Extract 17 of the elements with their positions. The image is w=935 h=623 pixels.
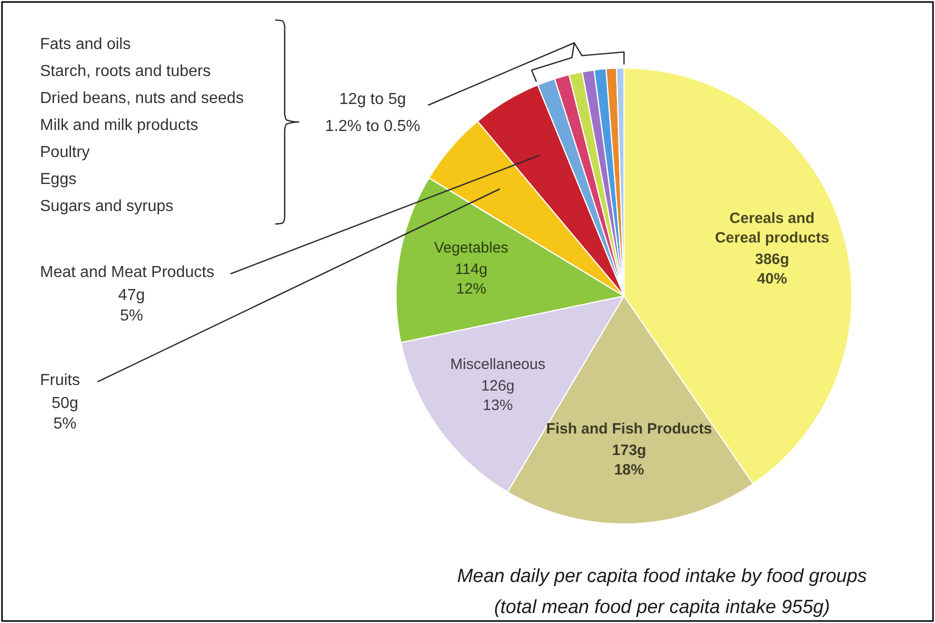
data-label: 114g 12% [455,261,488,298]
data-label: 386g 40% [754,251,790,288]
text: Mean daily per capita food intake by food groups [457,566,868,587]
slice-label: Miscellaneous [450,356,546,373]
text: 1.2% to 0.5% [325,118,420,135]
slice-label: Cereals and Cereal products [714,210,830,247]
text: 12g to 5g [339,91,406,108]
text: (total mean food per capita intake 955g) [494,597,830,618]
data-label: 50g 5% [52,394,78,433]
text: Fats and oils Starch, roots and tubers Dried beans, nuts and seeds Milk and milk products Poultry Eggs Sugars and syrups [40,36,244,215]
slice-label: Vegetables [434,240,508,257]
slice-label: Fruits [40,372,80,389]
data-label: 126g 13% [481,377,515,414]
data-label: 173g 18% [612,442,646,479]
slice-label: Fish and Fish Products [546,420,712,438]
data-label: 47g 5% [118,286,145,325]
slice-label: Meat and Meat Products [40,264,214,281]
